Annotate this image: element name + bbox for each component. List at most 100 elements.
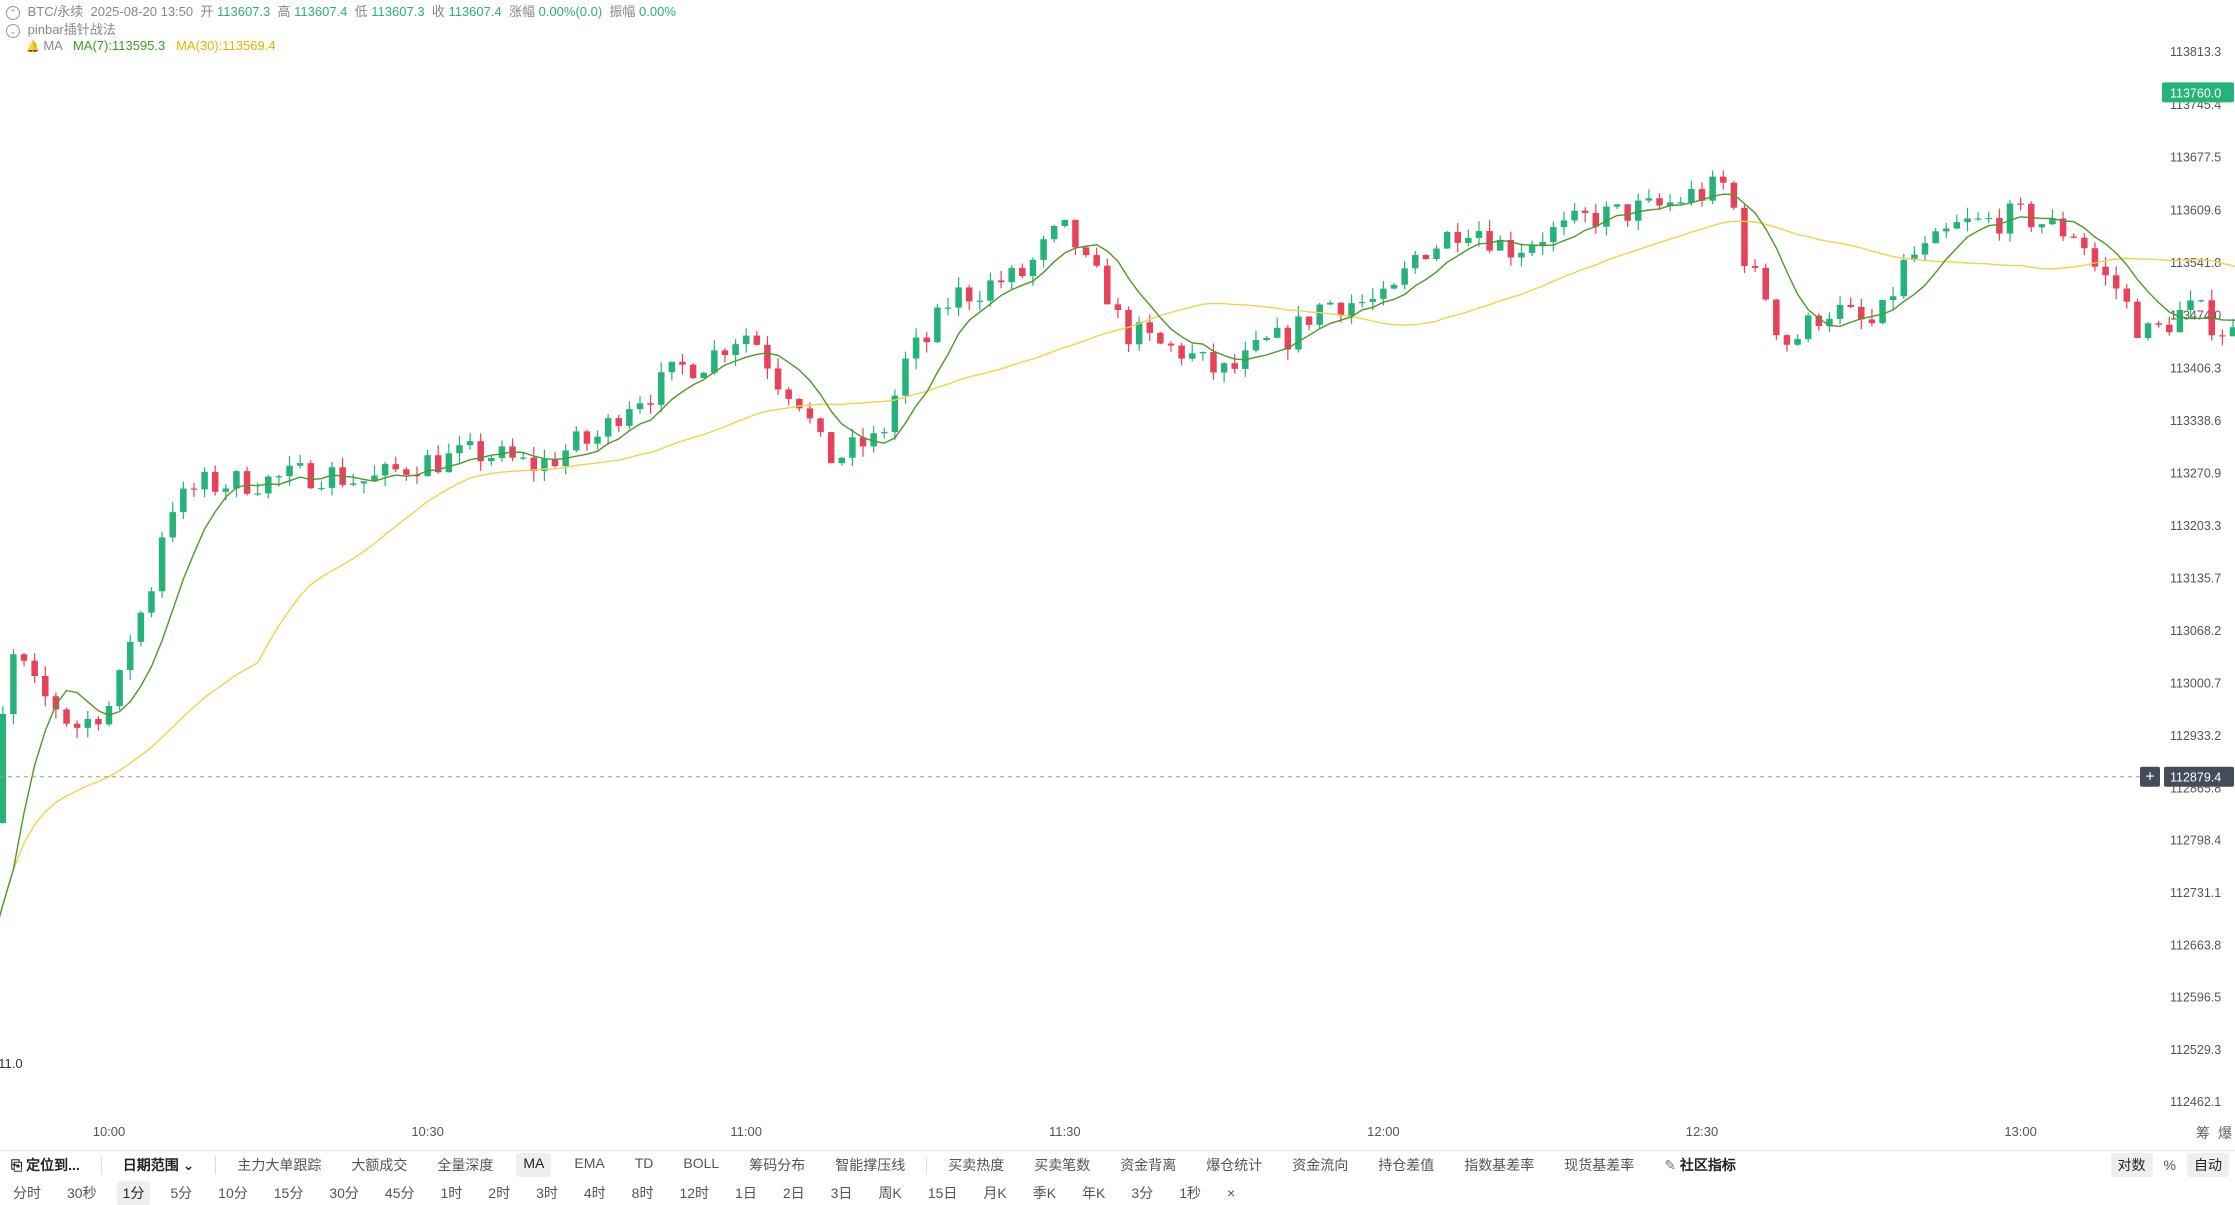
candlestick-chart[interactable]: 113813.3113745.4113677.5113609.6113541.8… (0, 0, 2235, 1150)
timeframe-button-18[interactable]: 15日 (927, 1184, 958, 1201)
candle-body (923, 337, 930, 343)
change-label: 涨幅 (508, 4, 535, 19)
percent-scale-button[interactable]: % (2163, 1157, 2176, 1173)
y-tick-label: 112596.5 (2170, 991, 2221, 1005)
indicator-button-7[interactable]: 筹码分布 (749, 1157, 806, 1173)
candle-body (1220, 363, 1228, 373)
candle-body (1624, 204, 1631, 221)
timeframe-button-4[interactable]: 10分 (218, 1184, 248, 1201)
timeframe-button-15[interactable]: 2日 (782, 1184, 805, 1201)
indicator2-button-0[interactable]: 买卖热度 (948, 1157, 1005, 1173)
indicator-button-1[interactable]: 大额成交 (351, 1157, 408, 1173)
date-range-button[interactable]: 日期范围 ⌄ (122, 1157, 195, 1173)
timeframe-button-10[interactable]: 3时 (536, 1184, 558, 1201)
info-line: ⌃ BTC/永续 2025-08-20 13:50 开 113607.3 高 1… (6, 1, 676, 20)
timeframe-button-13[interactable]: 12时 (679, 1184, 710, 1201)
candle-body (2187, 300, 2194, 310)
indicator-button-5[interactable]: TD (634, 1155, 654, 1171)
high-label: 高 (277, 4, 291, 19)
timeframe-button-7[interactable]: 45分 (384, 1184, 415, 1201)
candle-body (286, 465, 293, 477)
community-indicator-button[interactable]: ✎ 社区指标 (1664, 1157, 1736, 1173)
strategy-name[interactable]: pinbar插针战法 (27, 22, 116, 37)
indicator2-button-5[interactable]: 持仓差值 (1378, 1157, 1435, 1173)
y-tick-label: 113203.3 (2170, 519, 2221, 533)
candle-body (551, 459, 559, 467)
ma7-line (0, 193, 2235, 918)
candle-body (1719, 176, 1727, 183)
timeframe-button-11[interactable]: 4时 (583, 1184, 606, 1201)
timeframe-button-8[interactable]: 1时 (440, 1184, 463, 1201)
timeframe-button-9[interactable]: 2时 (488, 1184, 511, 1201)
indicator2-button-3[interactable]: 爆仓统计 (1206, 1157, 1263, 1173)
candle-body (445, 453, 453, 473)
candle-body (31, 660, 38, 676)
add-alert-button[interactable] (2140, 766, 2160, 787)
candle-body (434, 455, 442, 473)
candle-body (1305, 316, 1313, 325)
log-scale-button[interactable]: 对数 (2110, 1153, 2153, 1177)
timeframe-button-19[interactable]: 月K (983, 1184, 1007, 1201)
timeframe-button-6[interactable]: 30分 (329, 1184, 359, 1201)
candle-body (318, 487, 325, 490)
candle-body (711, 350, 718, 373)
indicator-button-3[interactable]: MA (516, 1153, 552, 1177)
ma-label[interactable]: MA (43, 38, 63, 53)
timeframe-button-0[interactable]: 分时 (13, 1184, 41, 1201)
timeframe-button-3[interactable]: 5分 (170, 1184, 193, 1201)
timeframe-button-1[interactable]: 30秒 (67, 1184, 97, 1201)
timeframe-button-21[interactable]: 年K (1082, 1184, 1106, 1201)
candle-body (477, 441, 484, 462)
indicator2-button-6[interactable]: 指数基差率 (1464, 1157, 1535, 1173)
candle-body (1666, 202, 1674, 206)
candle-body (2081, 237, 2088, 249)
indicator2-button-4[interactable]: 资金流向 (1292, 1157, 1349, 1173)
timeframe-button-16[interactable]: 3日 (830, 1184, 853, 1201)
timeframe-button-20[interactable]: 季K (1032, 1184, 1057, 1201)
candle-body (10, 654, 17, 714)
indicator-button-6[interactable]: BOLL (683, 1155, 720, 1171)
expand-icon[interactable]: ⌄ (6, 23, 20, 38)
candle-body (1709, 176, 1716, 201)
timeframe-button-22[interactable]: 3分 (1131, 1184, 1154, 1201)
x-tick-label: 11:30 (1049, 1124, 1081, 1139)
candle-body (52, 696, 60, 710)
indicator-group-1: 主力大单跟踪 大额成交 全量深度 MA EMA TD BOLL 筹码分布 智能撑压线 (222, 1153, 920, 1177)
candle-body (137, 612, 145, 642)
indicator-button-4[interactable]: EMA (574, 1155, 605, 1171)
indicator2-button-1[interactable]: 买卖笔数 (1034, 1157, 1091, 1173)
bell-icon[interactable]: 🔔 (26, 41, 40, 53)
candle-body (934, 307, 941, 343)
timeframe-button-12[interactable]: 8时 (631, 1184, 654, 1201)
indicator2-button-2[interactable]: 资金背离 (1120, 1157, 1177, 1173)
indicator2-button-7[interactable]: 现货基差率 (1564, 1157, 1635, 1173)
candle-body (1677, 202, 1685, 204)
candle-body (1188, 353, 1196, 359)
timeframe-button-5[interactable]: 15分 (273, 1184, 304, 1201)
collapse-icon[interactable]: ⌃ (6, 5, 20, 20)
candle-body (1688, 189, 1695, 203)
timeframe-button-17[interactable]: 周K (878, 1184, 902, 1201)
candle-body (456, 445, 463, 454)
locate-button[interactable]: ⎘ 定位到... (11, 1157, 80, 1173)
timeframe-button-14[interactable]: 1日 (735, 1184, 757, 1201)
timeframe-button-2[interactable]: 1分 (116, 1180, 151, 1205)
candle-body (0, 713, 7, 824)
candle-body (1698, 189, 1706, 201)
candle-body (1072, 219, 1079, 248)
close-icon[interactable]: × (1226, 1184, 1236, 1201)
y-tick-label: 113406.3 (2170, 361, 2221, 375)
candle-body (1029, 259, 1037, 277)
close-label: 收 (431, 4, 445, 19)
timeframe-button-23[interactable]: 1秒 (1179, 1184, 1201, 1201)
indicator-button-8[interactable]: 智能撑压线 (835, 1157, 906, 1173)
candle-body (73, 723, 81, 728)
indicator-button-2[interactable]: 全量深度 (437, 1157, 494, 1173)
candle-body (1815, 315, 1823, 327)
candle-body (148, 591, 155, 613)
y-tick-label: 112663.8 (2170, 938, 2221, 952)
symbol[interactable]: BTC/永续 (27, 4, 84, 19)
auto-scale-button[interactable]: 自动 (2187, 1153, 2229, 1177)
indicator-button-0[interactable]: 主力大单跟踪 (237, 1157, 322, 1173)
candle-body (2027, 203, 2035, 228)
